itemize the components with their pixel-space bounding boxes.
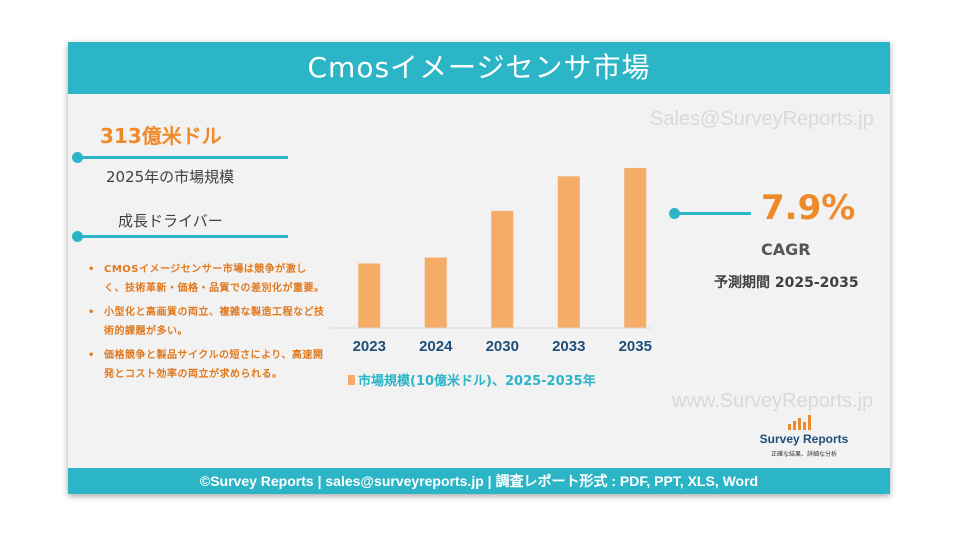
footer-bar: ©Survey Reports | sales@surveyreports.jp… bbox=[68, 468, 890, 494]
page-title: Cmosイメージセンサ市場 bbox=[68, 42, 890, 94]
legend-swatch bbox=[348, 375, 355, 385]
connector-dot bbox=[72, 231, 83, 242]
x-tick-label: 2023 bbox=[353, 338, 386, 355]
forecast-period: 予測期間 2025-2035 bbox=[714, 275, 859, 291]
watermark-url: www.SurveyReports.jp bbox=[672, 390, 874, 412]
survey-reports-logo: Survey Reports 正確な結果、詳細な分析 bbox=[744, 414, 864, 464]
x-tick-label: 2033 bbox=[552, 338, 585, 355]
watermark-email: Sales@SurveyReports.jp bbox=[650, 108, 874, 130]
bar-2023 bbox=[358, 263, 381, 328]
drivers-list: CMOSイメージセンサー市場は競争が激しく、技術革新・価格・品質での差別化が重要… bbox=[82, 260, 326, 389]
cagr-label: CAGR bbox=[761, 240, 811, 259]
connector-dot bbox=[72, 152, 83, 163]
connector-dot bbox=[669, 208, 680, 219]
bar-2033 bbox=[557, 176, 580, 328]
bar-2035 bbox=[624, 167, 647, 328]
market-size-label: 2025年の市場規模 bbox=[106, 168, 235, 186]
driver-item: 価格競争と製品サイクルの短さにより、高速開発とコスト効率の両立が求められる。 bbox=[82, 346, 326, 384]
driver-item: 小型化と高画質の両立、複雑な製造工程など技術的課題が多い。 bbox=[82, 303, 326, 341]
x-tick-label: 2024 bbox=[419, 338, 453, 355]
cagr-value: 7.9% bbox=[761, 188, 856, 228]
legend-label: 市場規模(10億米ドル)、2025-2035年 bbox=[358, 373, 596, 389]
bar-2030 bbox=[491, 210, 514, 328]
connector-line bbox=[78, 235, 288, 238]
connector-line bbox=[675, 212, 751, 215]
infographic-card: Cmosイメージセンサ市場 Sales@SurveyReports.jp www… bbox=[68, 42, 890, 494]
logo-name: Survey Reports bbox=[759, 432, 849, 446]
x-tick-label: 2030 bbox=[486, 338, 519, 355]
bar-2024 bbox=[424, 257, 447, 328]
logo-tagline: 正確な結果、詳細な分析 bbox=[770, 451, 837, 458]
driver-item: CMOSイメージセンサー市場は競争が激しく、技術革新・価格・品質での差別化が重要… bbox=[82, 260, 326, 298]
bar-chart: 2023 2024 2030 2033 2035 市場規模(10億米ドル)、2025-2… bbox=[330, 167, 652, 389]
connector-line bbox=[78, 156, 288, 159]
market-size-value: 313億米ドル bbox=[100, 124, 222, 148]
logo-bars-icon bbox=[788, 415, 811, 430]
drivers-title: 成長ドライバー bbox=[118, 212, 223, 230]
x-tick-label: 2035 bbox=[619, 338, 652, 355]
